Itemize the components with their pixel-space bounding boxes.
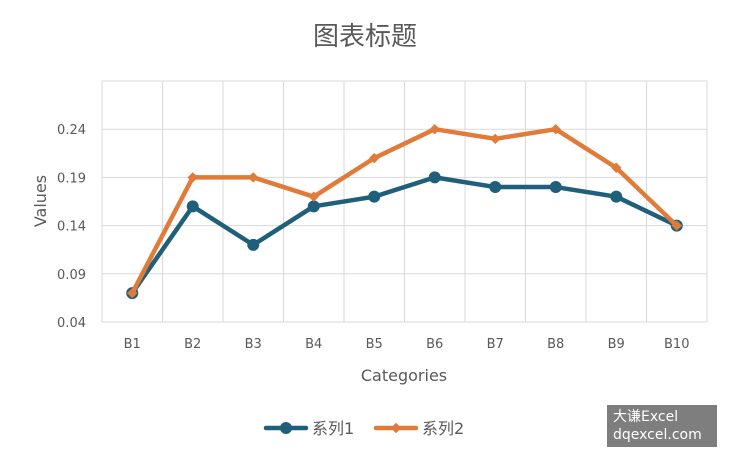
series-line-1 — [130, 175, 679, 296]
legend-label-1: 系列1 — [312, 419, 354, 438]
watermark: 大谦Excel dqexcel.com — [607, 405, 717, 447]
x-tick-label: B9 — [608, 337, 625, 352]
data-point-series-2 — [671, 220, 682, 231]
x-tick-label: B3 — [245, 337, 262, 352]
data-point-series-1 — [368, 190, 381, 203]
y-tick-label: 0.04 — [57, 316, 86, 331]
watermark-line-1: 大谦Excel — [613, 409, 679, 425]
data-point-series-2 — [369, 152, 380, 164]
data-point-series-2 — [429, 123, 440, 135]
data-point-series-1 — [549, 181, 562, 194]
y-tick-label: 0.09 — [57, 268, 86, 283]
y-tick-label: 0.14 — [57, 220, 86, 235]
x-tick-label: B4 — [305, 337, 322, 352]
watermark-line-2: dqexcel.com — [613, 427, 702, 443]
x-tick-label: B7 — [487, 337, 504, 352]
x-tick-label: B5 — [366, 337, 383, 352]
chart-title: 图表标题 — [313, 22, 417, 52]
data-point-series-2 — [248, 172, 259, 183]
data-point-series-1 — [489, 181, 502, 194]
legend-marker-2 — [390, 422, 402, 434]
legend: 系列1 系列2 — [263, 419, 464, 438]
data-point-series-1 — [307, 200, 320, 213]
y-axis-ticks: 0.04 0.09 0.14 0.19 0.24 — [57, 123, 86, 331]
data-point-series-2 — [611, 162, 622, 173]
series-group — [126, 123, 683, 300]
y-tick-label: 0.19 — [57, 171, 86, 186]
y-axis-label: Values — [31, 175, 50, 227]
x-tick-label: B1 — [124, 337, 141, 352]
data-point-series-1 — [610, 190, 623, 203]
data-point-series-2 — [187, 172, 198, 183]
x-tick-label: B2 — [184, 337, 201, 352]
x-tick-label: B8 — [547, 337, 564, 352]
legend-label-2: 系列2 — [422, 419, 464, 438]
data-point-series-2 — [550, 123, 561, 135]
series-line-2 — [130, 126, 679, 296]
x-tick-label: B6 — [426, 337, 443, 352]
data-point-series-2 — [308, 191, 319, 202]
data-point-series-1 — [428, 171, 441, 184]
data-point-series-2 — [127, 287, 138, 299]
x-tick-label: B10 — [664, 337, 689, 352]
data-point-series-1 — [247, 238, 260, 251]
x-axis-ticks: B1 B2 B3 B4 B5 B6 B7 B8 B9 B10 — [124, 337, 690, 352]
data-point-series-2 — [490, 133, 501, 145]
y-tick-label: 0.24 — [57, 123, 86, 138]
data-point-series-1 — [186, 200, 199, 213]
legend-marker-1 — [280, 422, 292, 434]
x-axis-label: Categories — [361, 366, 447, 385]
